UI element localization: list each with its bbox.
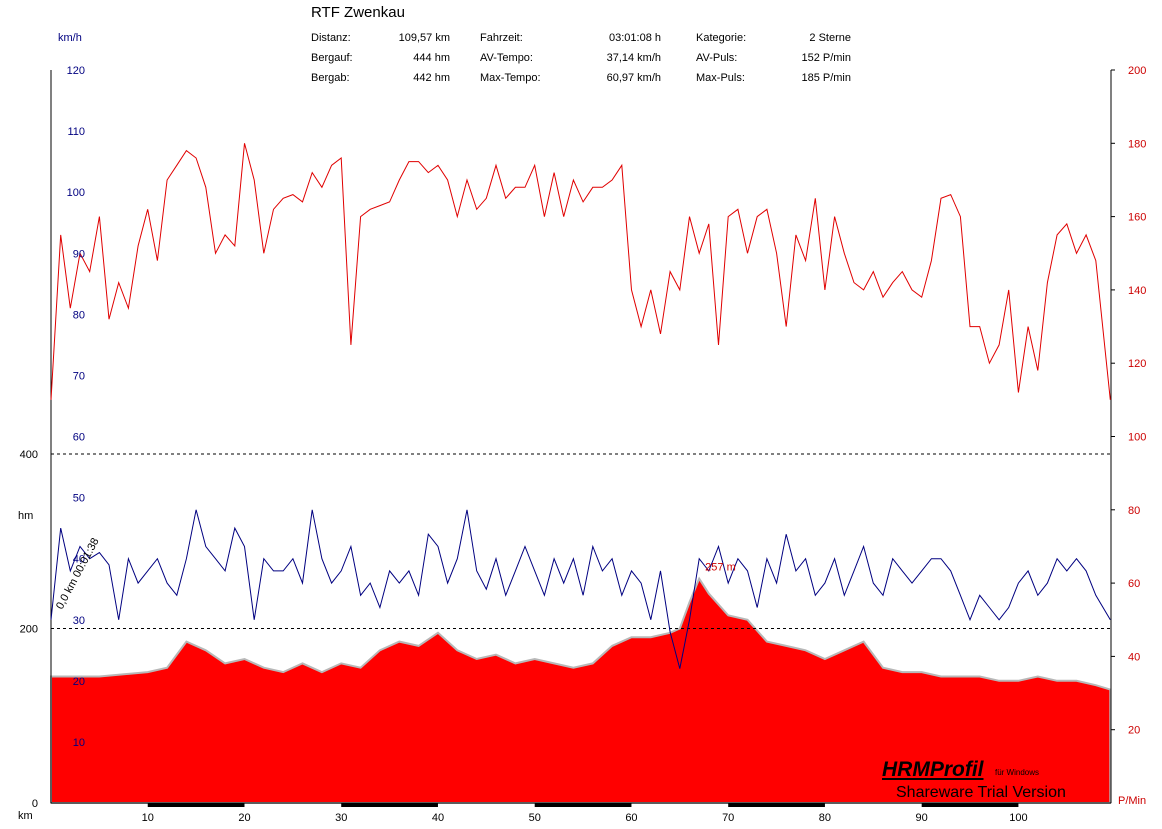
altitude-unit: hm xyxy=(18,510,34,522)
x-tick-label: 10 xyxy=(142,812,154,824)
x-tick-label: 60 xyxy=(625,812,637,824)
altitude-peak-label: 257 m xyxy=(705,562,736,574)
pulse-tick-label: 180 xyxy=(1128,138,1146,150)
stat-label: Bergab: xyxy=(311,72,350,84)
distance-band xyxy=(147,803,245,807)
stat-label: Max-Tempo: xyxy=(480,72,541,84)
speed-tick-label: 40 xyxy=(73,554,85,566)
stat-label: Distanz: xyxy=(311,32,351,44)
logo-subtitle: für Windows xyxy=(995,768,1040,777)
speed-tick-label: 30 xyxy=(73,615,85,627)
pulse-tick-label: 80 xyxy=(1128,505,1140,517)
speed-tick-label: 120 xyxy=(67,65,85,77)
lap-label: 0,0 km 00:01:38 xyxy=(54,536,102,611)
stat-label: AV-Puls: xyxy=(696,52,738,64)
pulse-tick-label: 160 xyxy=(1128,212,1146,224)
speed-line xyxy=(50,509,1111,669)
pulse-tick-label: 20 xyxy=(1128,725,1140,737)
hrmprofil-logo: HRMProfil xyxy=(882,758,984,781)
stat-value: 152 P/min xyxy=(801,52,851,64)
x-tick-label: 80 xyxy=(819,812,831,824)
distance-unit: km xyxy=(18,810,33,822)
speed-tick-label: 110 xyxy=(67,126,85,138)
speed-tick-label: 50 xyxy=(73,493,85,505)
speed-tick-label: 70 xyxy=(73,370,85,382)
x-tick-label: 100 xyxy=(1009,812,1027,824)
x-tick-label: 30 xyxy=(335,812,347,824)
stat-label: Kategorie: xyxy=(696,32,747,44)
stat-value: 60,97 km/h xyxy=(606,72,661,84)
x-tick-label: 90 xyxy=(916,812,928,824)
stat-label: Bergauf: xyxy=(311,52,353,64)
stat-label: Max-Puls: xyxy=(696,72,745,84)
shareware-notice: Shareware Trial Version xyxy=(896,784,1066,801)
altitude-area xyxy=(50,576,1112,804)
stat-value: 444 hm xyxy=(413,52,450,64)
pulse-tick-label: 100 xyxy=(1128,432,1146,444)
speed-tick-label: 10 xyxy=(73,737,85,749)
x-tick-label: 20 xyxy=(238,812,250,824)
stat-label: AV-Tempo: xyxy=(480,52,533,64)
speed-unit: km/h xyxy=(58,32,82,44)
stat-value: 2 Sterne xyxy=(809,32,851,44)
altitude-tick-label: 400 xyxy=(20,449,38,461)
stat-value: 37,14 km/h xyxy=(606,52,661,64)
pulse-tick-label: 200 xyxy=(1128,65,1146,77)
distance-band xyxy=(534,803,632,807)
stat-value: 03:01:08 h xyxy=(609,32,661,44)
distance-band xyxy=(921,803,1019,807)
distance-band xyxy=(341,803,438,807)
speed-tick-label: 80 xyxy=(73,309,85,321)
x-tick-label: 40 xyxy=(432,812,444,824)
pulse-tick-label: 120 xyxy=(1128,358,1146,370)
pulse-unit: P/Min xyxy=(1118,795,1147,807)
pulse-tick-label: 140 xyxy=(1128,285,1146,297)
speed-tick-label: 90 xyxy=(73,248,85,260)
distance-band xyxy=(728,803,825,807)
stat-value: 109,57 km xyxy=(398,32,450,44)
altitude-tick-label: 200 xyxy=(20,623,38,635)
speed-tick-label: 60 xyxy=(73,432,85,444)
pulse-tick-label: 40 xyxy=(1128,651,1140,663)
x-tick-label: 70 xyxy=(722,812,734,824)
stat-label: Fahrzeit: xyxy=(480,32,523,44)
x-tick-label: 50 xyxy=(529,812,541,824)
speed-tick-label: 20 xyxy=(73,676,85,688)
stat-value: 442 hm xyxy=(413,72,450,84)
stat-value: 185 P/min xyxy=(801,72,851,84)
altitude-tick-label: 0 xyxy=(32,798,38,810)
pulse-line xyxy=(50,143,1111,400)
pulse-tick-label: 60 xyxy=(1128,578,1140,590)
speed-tick-label: 100 xyxy=(67,187,85,199)
chart-title: RTF Zwenkau xyxy=(311,4,405,21)
